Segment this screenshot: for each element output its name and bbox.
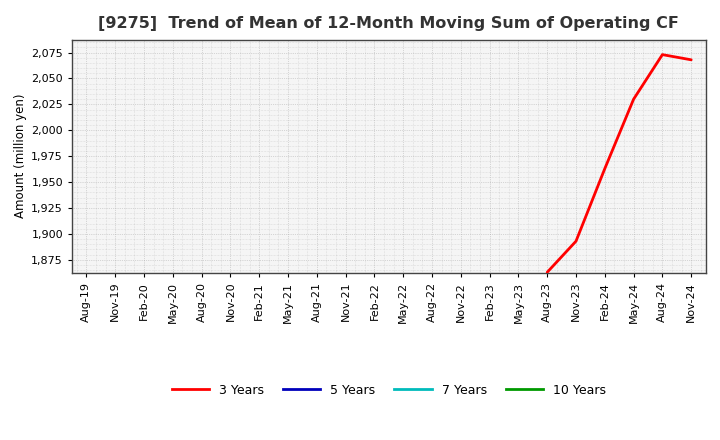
Y-axis label: Amount (million yen): Amount (million yen) xyxy=(14,94,27,218)
Legend: 3 Years, 5 Years, 7 Years, 10 Years: 3 Years, 5 Years, 7 Years, 10 Years xyxy=(166,379,611,402)
Title: [9275]  Trend of Mean of 12-Month Moving Sum of Operating CF: [9275] Trend of Mean of 12-Month Moving … xyxy=(99,16,679,32)
